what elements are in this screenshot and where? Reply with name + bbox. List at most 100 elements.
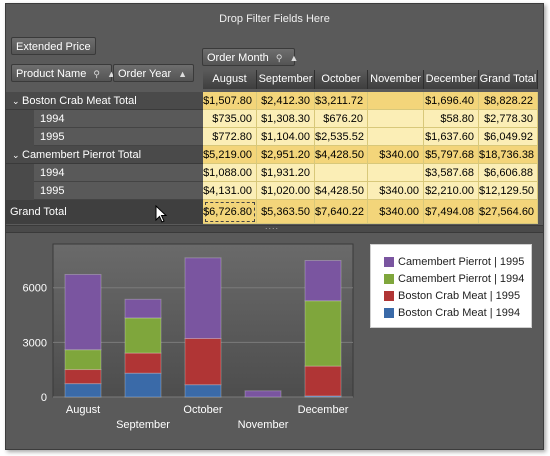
value-cell[interactable]: $6,606.88 [479,164,538,182]
legend-swatch [384,291,394,301]
row-header-indent [6,110,34,128]
value-cell[interactable]: $18,736.38 [479,146,538,164]
row-header-year[interactable]: 1995 [34,182,203,200]
bar-segment[interactable] [124,372,162,398]
value-cell[interactable] [368,92,424,110]
bar-segment[interactable] [124,298,162,319]
value-cell[interactable]: $1,020.00 [257,182,315,200]
row-field-label: Product Name [16,68,87,80]
row-field-label: Order Year [118,68,172,80]
chart-legend: Camembert Pierrot | 1995 Camembert Pierr… [370,244,532,328]
value-cell[interactable]: $1,308.30 [257,110,315,128]
bar-segment[interactable] [64,369,102,385]
value-cell[interactable]: $1,104.00 [257,128,315,146]
sort-ascending-icon: ▲ [289,53,299,63]
splitter[interactable]: .... [6,221,543,233]
value-cell[interactable]: $3,211.72 [315,92,368,110]
bar-segment[interactable] [184,257,222,340]
column-header[interactable]: September [257,70,315,89]
grand-total-cell[interactable]: $5,363.50 [257,200,315,224]
value-cell[interactable] [315,164,368,182]
value-cell[interactable]: $1,931.20 [257,164,315,182]
value-cell[interactable]: $2,951.20 [257,146,315,164]
bar-segment[interactable] [184,384,222,398]
value-cell[interactable]: $6,049.92 [479,128,538,146]
y-tick-label: 0 [41,392,47,404]
value-cell[interactable]: $2,210.00 [424,182,479,200]
bar-segment[interactable] [124,352,162,374]
legend-label: Boston Crab Meat | 1994 [398,307,521,319]
bar-segment[interactable] [184,338,222,386]
row-header-indent [6,164,34,182]
value-cell[interactable]: $340.00 [368,182,424,200]
data-field-label: Extended Price [16,41,91,53]
value-cell[interactable]: $12,129.50 [479,182,538,200]
bar-segment[interactable] [64,273,102,351]
value-cell[interactable]: $4,131.00 [203,182,257,200]
value-cell[interactable] [368,128,424,146]
row-header-year[interactable]: 1995 [34,128,203,146]
x-tick-label: November [238,419,289,431]
value-cell[interactable]: $5,797.68 [424,146,479,164]
filter-icon[interactable]: ⚲ [93,69,100,79]
grand-total-cell[interactable]: $340.00 [368,200,424,224]
value-cell[interactable]: $4,428.50 [315,182,368,200]
row-field-product-name[interactable]: Product Name ⚲ ▲ [11,64,116,82]
legend-swatch [384,274,394,284]
value-cell[interactable]: $772.80 [203,128,257,146]
value-cell[interactable]: $5,219.00 [203,146,257,164]
column-header[interactable]: October [315,70,368,89]
collapse-chevron-icon[interactable]: ⌄ [12,150,20,160]
value-cell[interactable]: $2,778.30 [479,110,538,128]
bar-segment[interactable] [304,365,342,397]
legend-label: Boston Crab Meat | 1995 [398,290,521,302]
row-header-year[interactable]: 1994 [34,110,203,128]
sort-ascending-icon: ▲ [178,69,187,79]
value-cell[interactable]: $340.00 [368,146,424,164]
row-header-year[interactable]: 1994 [34,164,203,182]
value-cell[interactable]: $2,412.30 [257,92,315,110]
chart-panel: 0 3000 6000 August September October November… [6,232,543,449]
legend-label: Camembert Pierrot | 1994 [398,273,525,285]
value-cell[interactable]: $735.00 [203,110,257,128]
column-header[interactable]: November [368,70,424,89]
value-cell[interactable]: $4,428.50 [315,146,368,164]
grand-total-cell[interactable]: $27,564.60 [479,200,538,224]
column-header[interactable]: August [203,70,257,89]
value-cell[interactable]: $676.20 [315,110,368,128]
collapse-chevron-icon[interactable]: ⌄ [12,96,20,106]
grand-total-cell[interactable]: $7,640.22 [315,200,368,224]
row-header-product-total[interactable]: ⌄ Boston Crab Meat Total [6,92,203,110]
filter-drop-zone[interactable]: Drop Filter Fields Here [219,13,330,25]
value-cell[interactable]: $1,088.00 [203,164,257,182]
bar-segment[interactable] [304,300,342,367]
data-field-extended-price[interactable]: Extended Price [11,37,96,55]
grand-total-cell[interactable]: $7,494.08 [424,200,479,224]
value-cell[interactable]: $58.80 [424,110,479,128]
column-header[interactable]: Grand Total [479,70,538,89]
value-cell[interactable] [368,164,424,182]
value-cell[interactable] [368,110,424,128]
x-tick-label: December [298,404,349,416]
bar-segment[interactable] [304,260,342,302]
bar-segment[interactable] [124,317,162,354]
bar-segment[interactable] [244,390,282,398]
column-header[interactable]: December [424,70,479,89]
row-header-indent [6,182,34,200]
value-cell[interactable]: $1,507.80 [203,92,257,110]
row-header-label: Camembert Pierrot Total [22,149,142,161]
bar-segment[interactable] [64,349,102,371]
value-cell[interactable]: $8,828.22 [479,92,538,110]
value-cell[interactable]: $3,587.68 [424,164,479,182]
value-cell[interactable]: $1,696.40 [424,92,479,110]
bar-segment[interactable] [64,383,102,398]
row-header-label: Boston Crab Meat Total [22,95,137,107]
column-field-order-month[interactable]: Order Month ⚲ ▲ [202,48,299,66]
x-tick-label: October [183,404,222,416]
row-field-order-year[interactable]: Order Year ▲ [113,64,194,82]
value-cell[interactable]: $1,637.60 [424,128,479,146]
filter-icon[interactable]: ⚲ [275,53,283,63]
grand-total-cell[interactable]: $6,726.80 [203,200,257,224]
row-header-product-total[interactable]: ⌄ Camembert Pierrot Total [6,146,203,164]
value-cell[interactable]: $2,535.52 [315,128,368,146]
